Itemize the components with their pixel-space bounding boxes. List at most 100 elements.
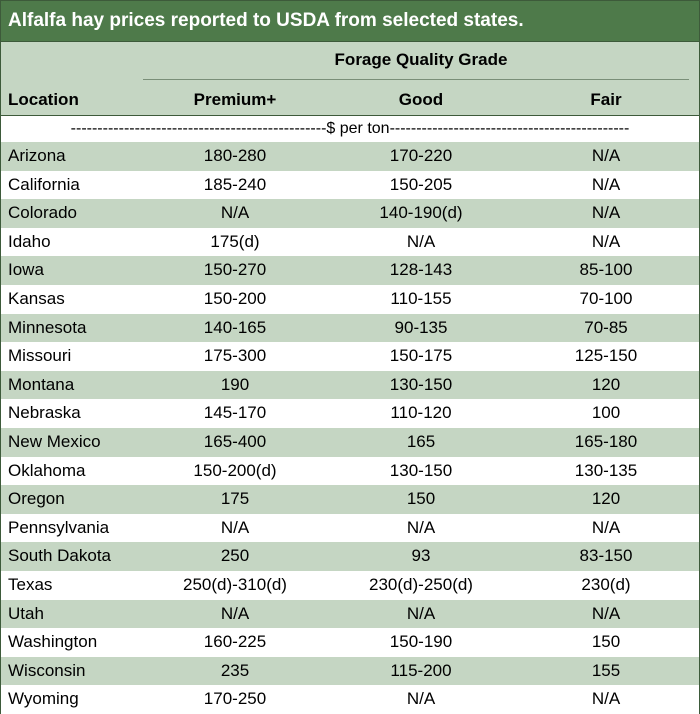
cell-fair: 230(d): [581, 574, 631, 594]
table-row: Oregon 175 150 120: [1, 485, 699, 514]
cell-location: New Mexico: [8, 431, 101, 451]
grade-header: Forage Quality Grade: [334, 50, 508, 69]
table-row: Minnesota 140-165 90-135 70-85: [1, 313, 699, 343]
unit-row: ----------------------------------------…: [1, 116, 699, 142]
cell-good: 130-150: [389, 460, 453, 480]
cell-location: Washington: [8, 632, 98, 652]
table-row: Idaho 175(d) N/A N/A: [1, 227, 699, 257]
cell-location: Idaho: [8, 231, 51, 251]
column-header-fair: Fair: [590, 90, 622, 109]
table-row: Oklahoma 150-200(d) 130-150 130-135: [1, 456, 699, 486]
cell-location: Oregon: [8, 489, 65, 509]
cell-fair: 125-150: [574, 346, 638, 366]
cell-location: Wyoming: [8, 689, 79, 709]
cell-location: Wisconsin: [8, 660, 86, 680]
cell-premium: 250: [220, 546, 250, 566]
cell-good: N/A: [406, 689, 436, 709]
table-row: Wisconsin 235 115-200 155: [1, 656, 699, 686]
table-row: Utah N/A N/A N/A: [1, 599, 699, 629]
cell-fair: N/A: [591, 231, 621, 251]
cell-good: 165: [406, 431, 436, 451]
table-row: California 185-240 150-205 N/A: [1, 170, 699, 200]
table-title: Alfalfa hay prices reported to USDA from…: [1, 1, 699, 42]
table-row: Wyoming 170-250 N/A N/A: [1, 685, 699, 714]
header-divider: [1, 115, 699, 116]
cell-premium: N/A: [220, 203, 250, 223]
cell-premium: 235: [220, 660, 250, 680]
cell-fair: N/A: [591, 517, 621, 537]
table-row: Arizona 180-280 170-220 N/A: [1, 142, 699, 171]
table-row: Iowa 150-270 128-143 85-100: [1, 256, 699, 285]
cell-location: Colorado: [8, 203, 77, 223]
cell-premium: 140-165: [203, 317, 267, 337]
cell-good: 230(d)-250(d): [369, 574, 473, 594]
cell-fair: 150: [591, 632, 621, 652]
column-header-good: Good: [398, 90, 444, 109]
cell-location: Montana: [8, 374, 75, 394]
cell-good: 128-143: [389, 260, 453, 280]
cell-premium: 150-270: [203, 260, 267, 280]
cell-fair: 70-85: [584, 317, 628, 337]
table-header: Forage Quality Grade Location Premium+ G…: [1, 42, 699, 116]
cell-good: 93: [411, 546, 431, 566]
grade-header-rule: [143, 79, 689, 80]
cell-premium: 150-200(d): [193, 460, 277, 480]
cell-good: 90-135: [394, 317, 448, 337]
cell-fair: 85-100: [579, 260, 633, 280]
table-row: Pennsylvania N/A N/A N/A: [1, 513, 699, 543]
cell-location: Nebraska: [8, 403, 81, 423]
table-body: Arizona 180-280 170-220 N/A California 185-24…: [1, 142, 699, 714]
cell-premium: 250(d)-310(d): [183, 574, 287, 594]
cell-premium: 165-400: [203, 431, 267, 451]
cell-good: N/A: [406, 517, 436, 537]
cell-fair: 155: [591, 660, 621, 680]
cell-location: Oklahoma: [8, 460, 86, 480]
cell-location: Arizona: [8, 146, 66, 165]
cell-good: N/A: [406, 231, 436, 251]
cell-premium: N/A: [220, 517, 250, 537]
cell-fair: 83-150: [579, 546, 633, 566]
table-row: Missouri 175-300 150-175 125-150: [1, 342, 699, 371]
cell-location: California: [8, 174, 80, 194]
table-row: Nebraska 145-170 110-120 100: [1, 399, 699, 428]
cell-premium: 170-250: [203, 689, 267, 709]
cell-location: Pennsylvania: [8, 517, 110, 537]
cell-good: 170-220: [389, 146, 453, 165]
cell-fair: 130-135: [574, 460, 638, 480]
cell-location: Utah: [8, 603, 44, 623]
cell-fair: N/A: [591, 203, 621, 223]
cell-fair: 100: [591, 403, 621, 423]
table-row: Colorado N/A 140-190(d) N/A: [1, 199, 699, 228]
column-header-location: Location: [8, 90, 79, 109]
cell-good: 115-200: [390, 660, 452, 680]
cell-good: 150-190: [389, 632, 453, 652]
table-row: New Mexico 165-400 165 165-180: [1, 427, 699, 457]
table-row: South Dakota 250 93 83-150: [1, 542, 699, 571]
cell-location: South Dakota: [8, 546, 112, 566]
cell-location: Kansas: [8, 288, 65, 308]
cell-premium: N/A: [220, 603, 250, 623]
column-header-premium: Premium+: [193, 90, 277, 109]
cell-location: Missouri: [8, 346, 72, 366]
cell-good: 150: [406, 489, 436, 509]
cell-fair: 70-100: [579, 288, 633, 308]
cell-fair: 165-180: [574, 431, 638, 451]
cell-good: 140-190(d): [379, 203, 463, 223]
cell-good: 150-175: [389, 346, 453, 366]
cell-good: N/A: [406, 603, 436, 623]
cell-good: 130-150: [389, 374, 453, 394]
cell-location: Texas: [8, 574, 53, 594]
cell-premium: 160-225: [203, 632, 267, 652]
cell-good: 150-205: [389, 174, 453, 194]
cell-good: 110-155: [390, 288, 452, 308]
cell-premium: 190: [220, 374, 250, 394]
cell-premium: 145-170: [203, 403, 267, 423]
cell-premium: 185-240: [203, 174, 267, 194]
cell-fair: 120: [591, 489, 621, 509]
cell-premium: 150-200: [203, 288, 267, 308]
cell-premium: 175-300: [203, 346, 267, 366]
cell-fair: N/A: [591, 603, 621, 623]
table-row: Washington 160-225 150-190 150: [1, 628, 699, 657]
cell-fair: N/A: [591, 146, 621, 165]
